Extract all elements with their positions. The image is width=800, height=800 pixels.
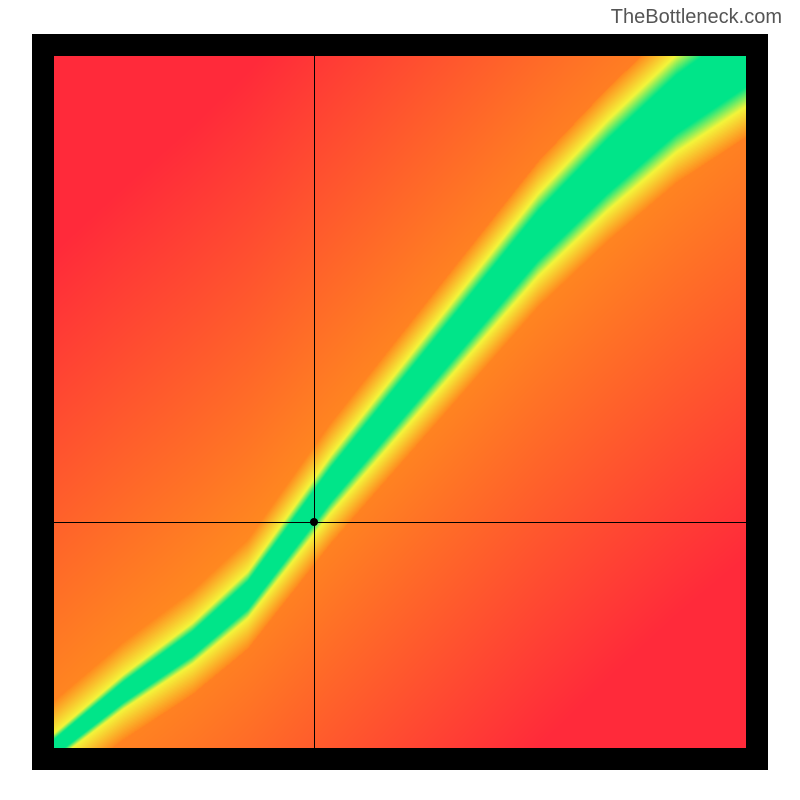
chart-frame bbox=[32, 34, 768, 770]
crosshair-vertical bbox=[314, 56, 315, 748]
chart-container: TheBottleneck.com bbox=[0, 0, 800, 800]
crosshair-horizontal bbox=[54, 522, 746, 523]
attribution-text: TheBottleneck.com bbox=[611, 6, 782, 29]
heatmap-canvas bbox=[54, 56, 746, 748]
marker-dot bbox=[310, 518, 318, 526]
